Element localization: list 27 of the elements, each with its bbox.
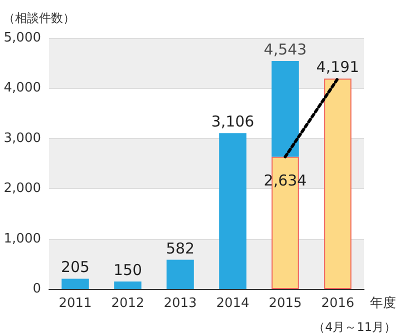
y-tick-label: 2,000 — [4, 181, 41, 196]
total-label: 4,543 — [264, 40, 307, 58]
y-axis-title: （相談件数） — [3, 11, 75, 25]
bar — [62, 278, 89, 289]
bar — [324, 78, 352, 289]
x-axis-title: 年度 — [370, 295, 396, 311]
x-tick-label: 2014 — [216, 296, 250, 311]
x-tick-label: 2015 — [268, 296, 302, 311]
bar — [166, 260, 194, 289]
bar — [114, 281, 142, 289]
y-tick-label: 1,000 — [4, 231, 41, 246]
y-tick-label: 3,000 — [4, 130, 41, 146]
data-label: 205 — [60, 258, 90, 276]
data-label: 3,106 — [211, 112, 254, 131]
x-tick-label: 2011 — [58, 296, 92, 311]
y-tick-label: 4,000 — [4, 80, 41, 96]
x-tick-label: 2016 — [321, 296, 354, 311]
x-tick-label: 2013 — [164, 296, 197, 311]
y-tick-label: 0 — [32, 282, 41, 296]
bar — [219, 133, 246, 289]
y-tick-label: 5,000 — [4, 30, 41, 46]
data-label: 582 — [166, 239, 195, 258]
data-label: 4,191 — [316, 58, 360, 76]
data-label: 150 — [113, 260, 142, 279]
text: （4月～11月） — [313, 320, 396, 334]
bar — [272, 60, 299, 157]
x-tick-label: 2012 — [111, 296, 144, 311]
